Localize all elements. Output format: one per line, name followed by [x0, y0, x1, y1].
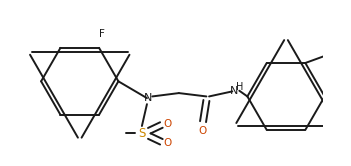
Text: O: O [163, 119, 172, 129]
Text: N: N [144, 93, 152, 103]
Text: O: O [163, 138, 172, 148]
Text: H: H [236, 82, 243, 92]
Text: S: S [138, 127, 146, 140]
Text: F: F [99, 29, 105, 40]
Text: N: N [230, 86, 238, 96]
Text: O: O [198, 126, 206, 136]
